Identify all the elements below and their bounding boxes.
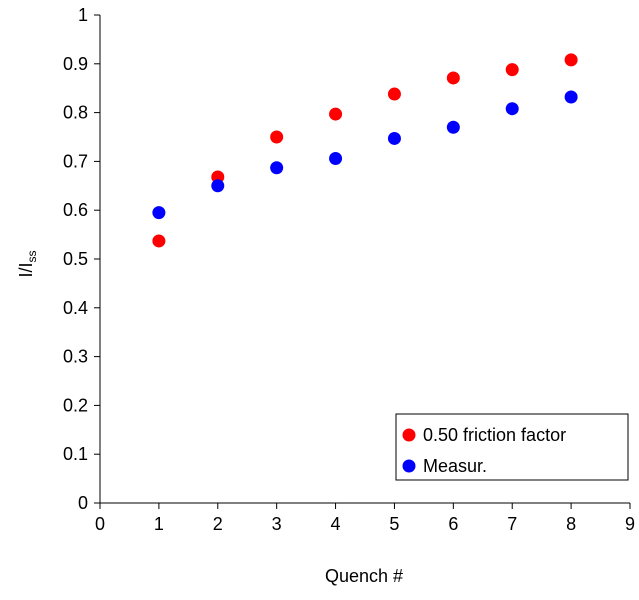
data-points [152, 53, 578, 248]
y-axis-label-subscript: ss [25, 250, 39, 262]
y-ticks: 0 0.1 0.2 0.3 0.4 0.5 0.6 0.7 0.8 0.9 1 [63, 5, 100, 513]
x-tick-label: 7 [507, 514, 517, 534]
y-tick-label: 0.5 [63, 249, 88, 269]
x-tick-label: 9 [625, 514, 635, 534]
y-tick-label: 0 [78, 493, 88, 513]
friction-factor-point [329, 107, 343, 121]
friction-factor-point [564, 53, 578, 67]
x-tick-label: 5 [389, 514, 399, 534]
friction-factor-point [387, 87, 401, 101]
y-tick-label: 0.7 [63, 151, 88, 171]
y-tick-label: 0.3 [63, 347, 88, 367]
y-tick-label: 1 [78, 5, 88, 25]
measured-point [387, 131, 401, 145]
legend: 0.50 friction factor Measur. [395, 413, 629, 481]
y-tick-label: 0.8 [63, 103, 88, 123]
x-tick-label: 3 [272, 514, 282, 534]
x-tick-label: 0 [95, 514, 105, 534]
x-ticks: 0 1 2 3 4 5 6 7 8 9 [95, 503, 635, 534]
y-tick-label: 0.1 [63, 444, 88, 464]
legend-label-measured: Measur. [423, 456, 487, 476]
measured-point [329, 151, 343, 165]
y-axis-label-main: I/I [16, 262, 36, 277]
legend-marker-friction [402, 428, 416, 442]
legend-marker-measured [402, 459, 416, 473]
measured-point [270, 161, 284, 175]
y-axis-label: I/Iss [16, 250, 39, 277]
y-tick-label: 0.4 [63, 298, 88, 318]
y-tick-label: 0.2 [63, 395, 88, 415]
friction-factor-point [152, 234, 166, 248]
measured-point [211, 179, 225, 193]
x-tick-label: 1 [154, 514, 164, 534]
measured-point [505, 102, 519, 116]
measured-point [564, 90, 578, 104]
x-tick-label: 4 [331, 514, 341, 534]
y-tick-label: 0.9 [63, 54, 88, 74]
x-tick-label: 6 [448, 514, 458, 534]
measured-point [152, 206, 166, 220]
friction-factor-point [505, 63, 519, 77]
y-tick-label: 0.6 [63, 200, 88, 220]
x-tick-label: 8 [566, 514, 576, 534]
friction-factor-point [446, 71, 460, 85]
legend-box [395, 413, 629, 481]
friction-factor-point [270, 130, 284, 144]
measured-point [446, 120, 460, 134]
legend-label-friction: 0.50 friction factor [423, 425, 566, 445]
x-axis-label: Quench # [325, 566, 403, 586]
x-tick-label: 2 [213, 514, 223, 534]
